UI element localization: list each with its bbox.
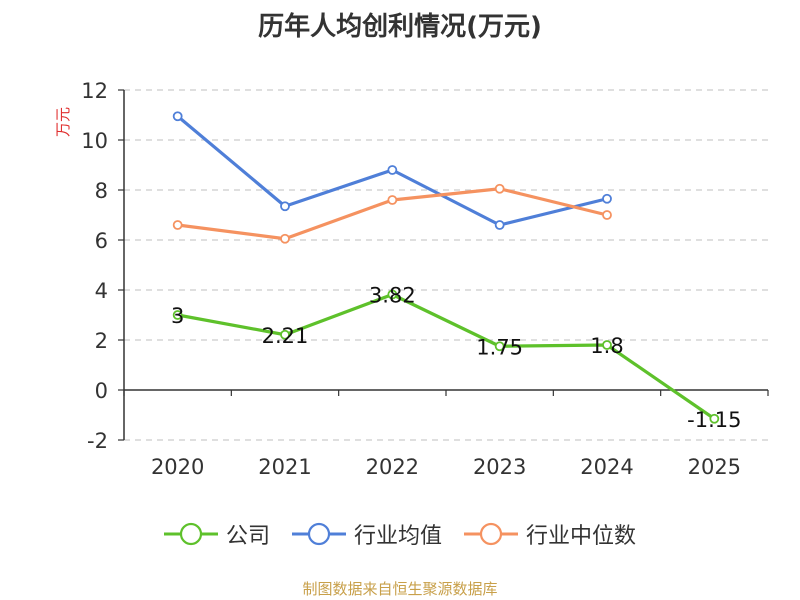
x-tick-label: 2024 — [580, 455, 633, 479]
data-point — [172, 310, 183, 320]
chart-title: 历年人均创利情况(万元) — [258, 12, 542, 42]
y-axis-label: 万元 — [54, 107, 72, 137]
data-point — [387, 165, 398, 175]
y-tick-label: 2 — [95, 329, 108, 353]
y-tick-label: -2 — [87, 429, 108, 453]
data-point — [602, 210, 612, 220]
data-point — [602, 193, 612, 204]
data-label: 2.21 — [262, 324, 309, 348]
data-point — [280, 201, 290, 212]
y-tick-label: 10 — [81, 129, 108, 153]
data-point — [172, 220, 183, 230]
data-label: 3 — [171, 304, 184, 328]
data-point — [387, 195, 398, 205]
x-tick-label: 2021 — [258, 455, 311, 479]
data-point — [280, 329, 290, 340]
legend-swatch-icon — [163, 522, 218, 546]
series-lines — [172, 111, 720, 424]
legend-label: 行业均值 — [353, 524, 442, 549]
grid-lines — [124, 89, 768, 441]
data-point — [494, 183, 505, 194]
x-tick-label: 2023 — [473, 455, 526, 479]
x-tick-label: 2022 — [366, 455, 419, 479]
data-label: 3.82 — [369, 284, 416, 308]
data-point — [602, 340, 612, 350]
legend-item[interactable]: 行业均值 — [291, 518, 442, 550]
legend-label: 公司 — [225, 524, 270, 549]
legend-swatch-icon — [291, 522, 346, 546]
data-point — [709, 413, 720, 424]
data-label: -1.15 — [687, 408, 741, 432]
source-footer: 制图数据来自恒生聚源数据库 — [302, 580, 498, 598]
legend-label: 行业中位数 — [526, 524, 637, 549]
data-point — [494, 220, 505, 230]
x-tick-label: 2020 — [151, 455, 204, 479]
x-tick-label: 2025 — [688, 455, 741, 479]
legend: 公司 行业均值 行业中位数 — [0, 518, 800, 550]
data-labels: 3 2.21 3.82 1.75 1.8 -1.15 — [171, 284, 742, 432]
legend-item[interactable]: 公司 — [163, 518, 270, 550]
data-point — [280, 233, 290, 244]
axes: -2 0 2 4 6 8 10 12 2020 2021 2022 2023 2024 2025 — [81, 79, 769, 479]
data-point — [494, 341, 505, 352]
y-tick-label: 0 — [95, 379, 108, 403]
data-label: 1.75 — [476, 335, 523, 359]
y-tick-label: 8 — [95, 179, 108, 203]
data-point — [172, 111, 183, 122]
y-tick-label: 4 — [95, 279, 108, 303]
series-line-0 — [177, 292, 716, 421]
legend-swatch-icon — [464, 522, 518, 546]
data-point — [387, 289, 398, 300]
y-tick-label: 12 — [81, 79, 108, 103]
y-tick-label: 6 — [95, 229, 108, 253]
data-label: 1.8 — [590, 334, 623, 358]
legend-item[interactable]: 行业中位数 — [464, 518, 636, 550]
